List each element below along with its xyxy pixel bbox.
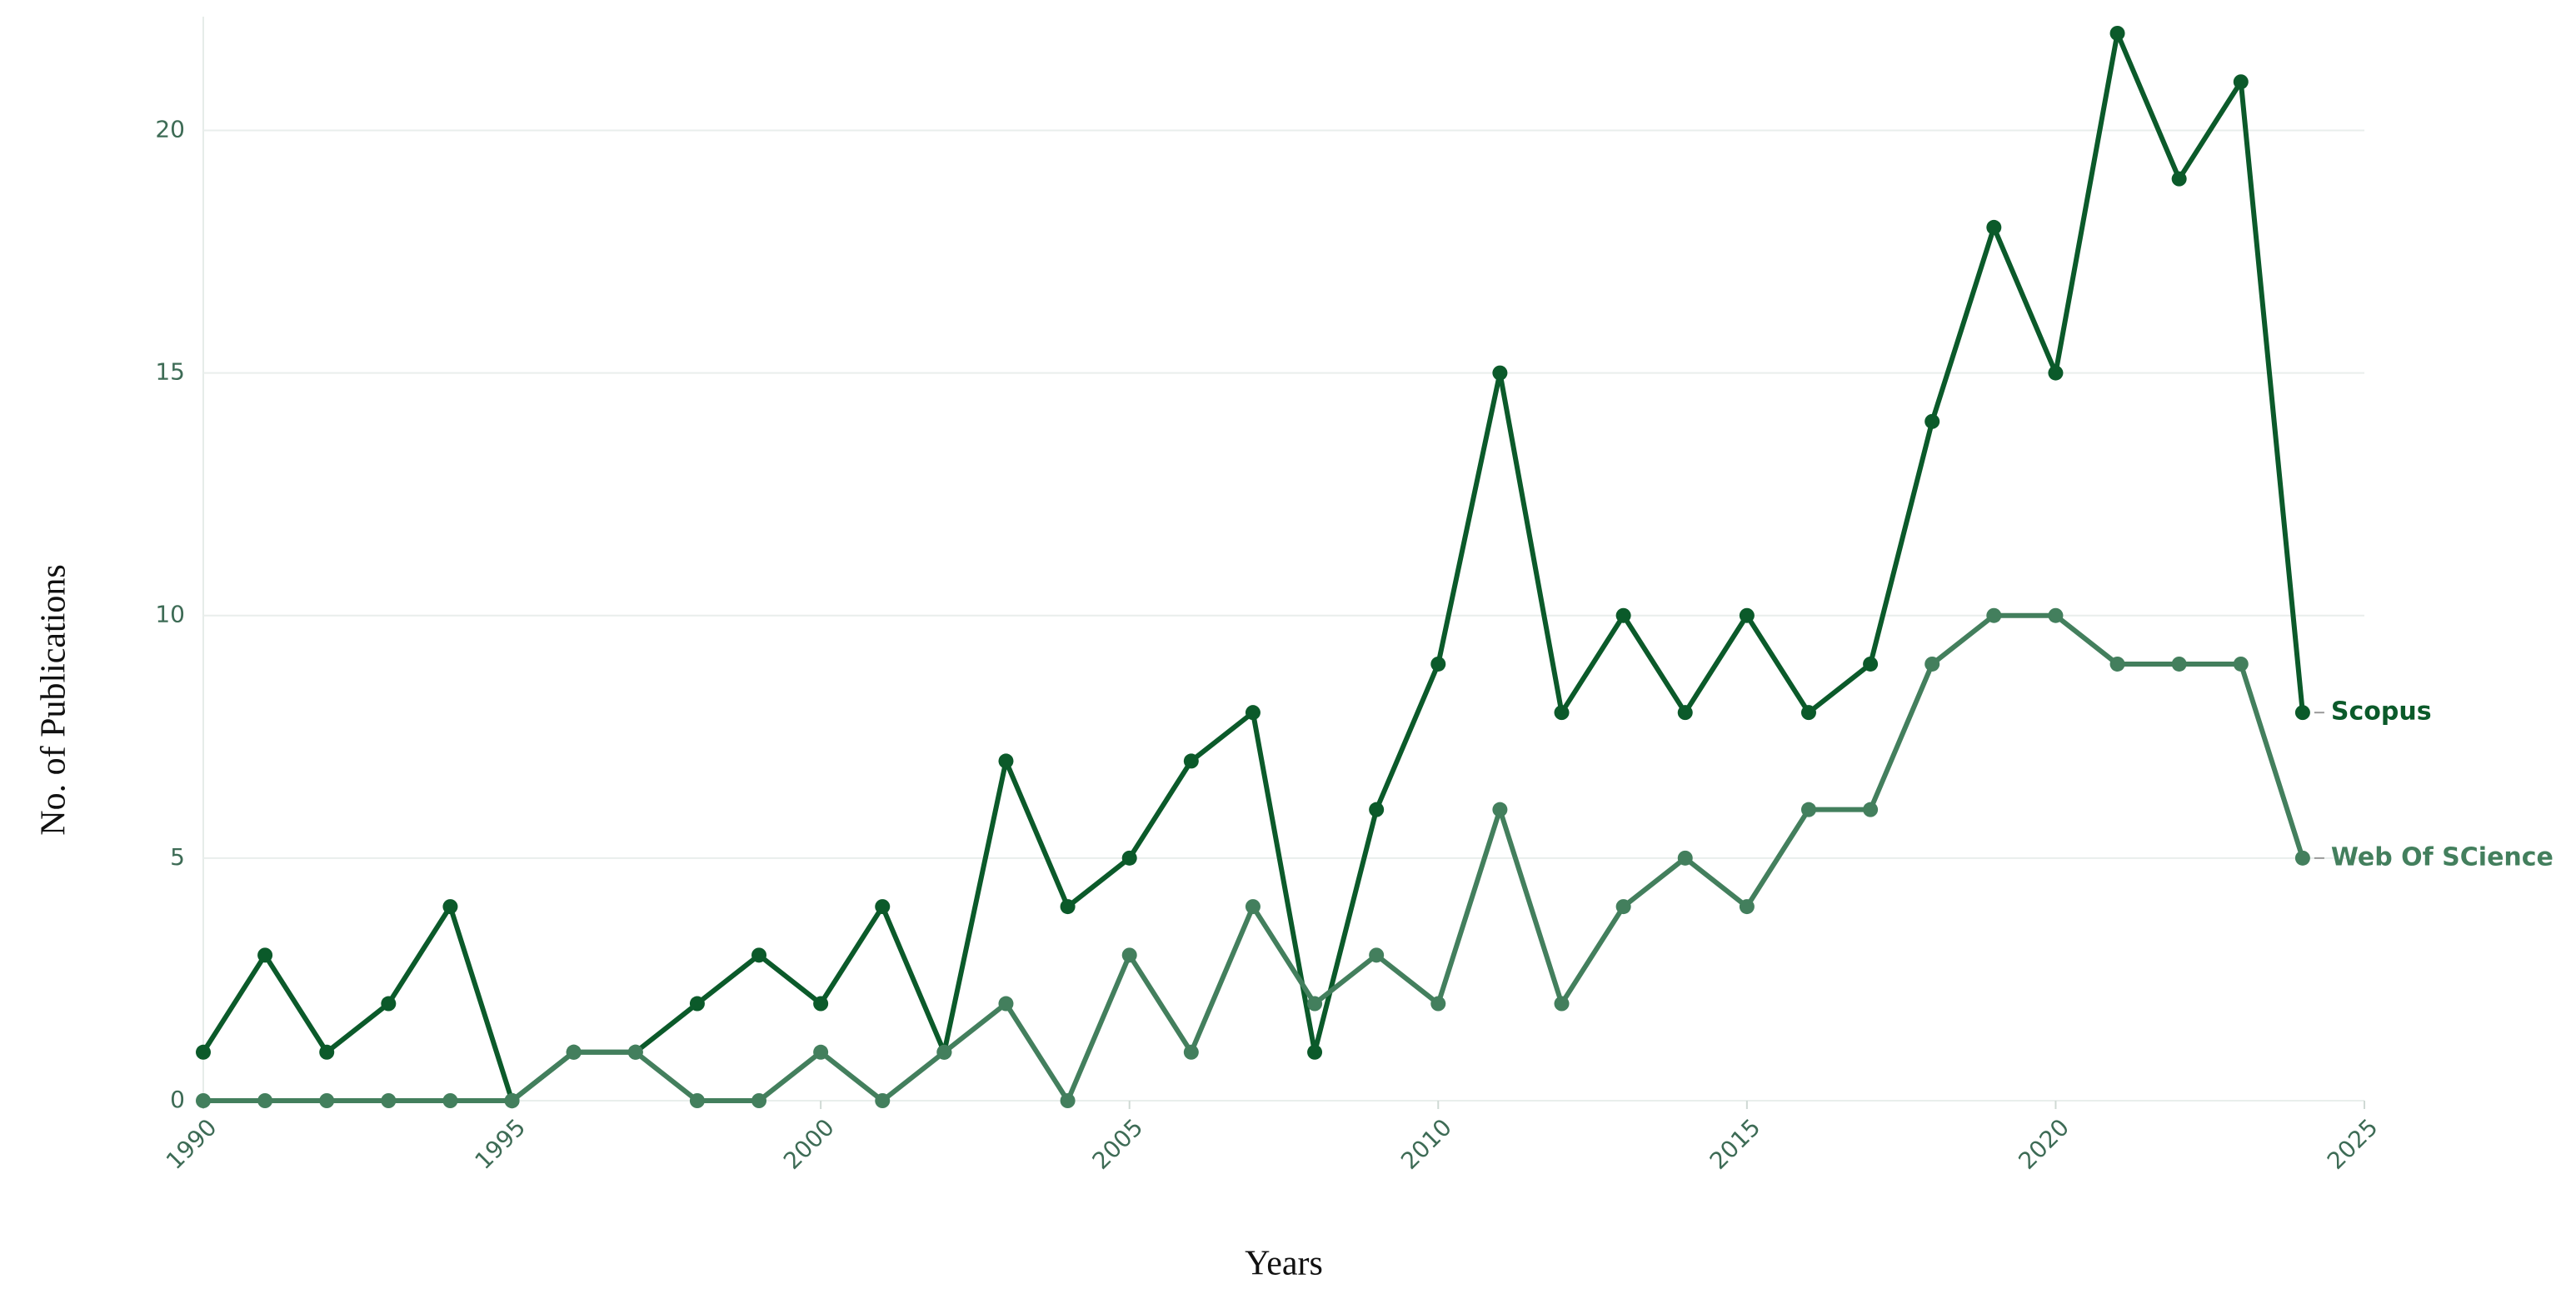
point [1492, 802, 1508, 817]
series-line [201, 31, 2305, 1103]
point [2048, 607, 2064, 623]
point [627, 1044, 643, 1060]
point [257, 1093, 273, 1108]
point [1307, 996, 1323, 1012]
point [442, 899, 458, 915]
x-tick-label: 2025 [2322, 1113, 2384, 1175]
point [1060, 899, 1076, 915]
point [381, 1093, 397, 1108]
point [1492, 365, 1508, 381]
x-tick-label: 1995 [469, 1113, 531, 1175]
point [1183, 1044, 1199, 1060]
point [998, 996, 1014, 1012]
point [1615, 607, 1631, 623]
point [442, 1093, 458, 1108]
point [319, 1093, 335, 1108]
point [1060, 1093, 1076, 1108]
point [196, 1093, 211, 1108]
y-axis-title: No. of Publications [35, 564, 73, 835]
point [1369, 947, 1385, 963]
point [2109, 656, 2125, 672]
x-axis-title: Years [1245, 1245, 1323, 1283]
y-tick-label: 15 [155, 358, 185, 386]
point [1986, 219, 2002, 235]
point [1245, 705, 1261, 721]
point [1863, 802, 1879, 817]
point [1739, 899, 1755, 915]
point [998, 753, 1014, 769]
point [566, 1044, 582, 1060]
point [1430, 656, 1446, 672]
point [936, 1044, 952, 1060]
point [689, 996, 705, 1012]
series-label: Scopus [2331, 697, 2432, 727]
point [381, 996, 397, 1012]
series-label: Web Of SCience [2331, 842, 2554, 872]
point [1183, 753, 1199, 769]
point [1739, 607, 1755, 623]
point [1800, 705, 1816, 721]
point [1615, 899, 1631, 915]
point [1554, 705, 1570, 721]
point [1677, 705, 1693, 721]
y-tick-label: 5 [170, 843, 185, 871]
point [1245, 899, 1261, 915]
point [1925, 656, 1940, 672]
point [1554, 996, 1570, 1012]
point [1369, 802, 1385, 817]
point [2294, 705, 2310, 721]
point [875, 1093, 891, 1108]
point [504, 1093, 520, 1108]
x-tick-label: 2010 [1395, 1113, 1457, 1175]
point [2233, 74, 2249, 90]
point [751, 1093, 767, 1108]
point [1925, 413, 1940, 429]
point [1800, 802, 1816, 817]
y-tick-label: 10 [155, 601, 185, 628]
x-tick-label: 1990 [161, 1113, 222, 1175]
point [196, 1044, 211, 1060]
point [813, 1044, 829, 1060]
point [1677, 850, 1693, 866]
point [319, 1044, 335, 1060]
point [2171, 656, 2187, 672]
x-tick-label: 2005 [1087, 1113, 1149, 1175]
point [751, 947, 767, 963]
point [689, 1093, 705, 1108]
point [257, 947, 273, 963]
point [875, 899, 891, 915]
point [813, 996, 829, 1012]
point [2048, 365, 2064, 381]
point [1121, 947, 1137, 963]
point [2109, 26, 2125, 41]
point [1307, 1044, 1323, 1060]
x-tick-label: 2000 [778, 1113, 840, 1175]
point [1121, 850, 1137, 866]
point [2171, 171, 2187, 187]
point [2233, 656, 2249, 672]
y-tick-label: 20 [155, 115, 185, 142]
x-tick-label: 2015 [1705, 1113, 1766, 1175]
point [1430, 996, 1446, 1012]
y-tick-label: 0 [170, 1086, 185, 1113]
point [1986, 607, 2002, 623]
x-tick-label: 2020 [2013, 1113, 2074, 1175]
point [1863, 656, 1879, 672]
point [2294, 850, 2310, 866]
